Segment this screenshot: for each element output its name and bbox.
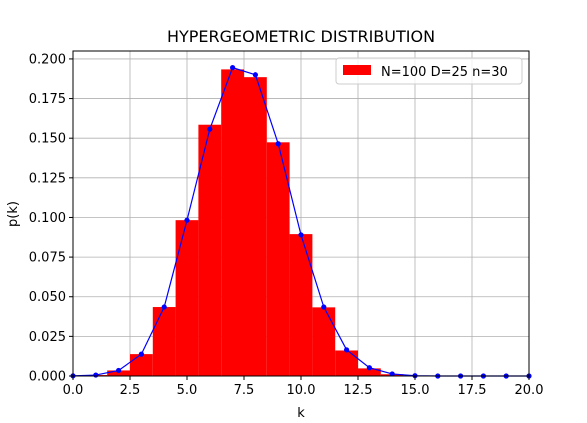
bar-k-10 (289, 234, 313, 376)
y-axis-label: p(k) (6, 201, 21, 227)
pmf-marker-k-10 (298, 232, 304, 238)
y-tick-label: 0.000 (29, 370, 66, 385)
legend-swatch (343, 65, 371, 75)
pmf-marker-k-8 (252, 72, 258, 78)
x-axis-ticks: 0.0 2.5 5.0 7.5 10.0 12.5 15.0 17.5 20.0 (63, 376, 544, 398)
pmf-marker-k-1 (93, 372, 99, 378)
y-tick-label: 0.050 (29, 290, 66, 305)
chart-title: HYPERGEOMETRIC DISTRIBUTION (167, 27, 435, 46)
pmf-marker-k-5 (184, 217, 190, 223)
x-tick-label: 2.5 (120, 383, 141, 398)
legend: N=100 D=25 n=30 (335, 57, 523, 85)
pmf-marker-k-3 (138, 351, 144, 357)
x-axis-label: k (297, 406, 305, 421)
bar-k-11 (312, 307, 336, 376)
pmf-marker-k-14 (389, 371, 395, 377)
x-tick-label: 17.5 (458, 383, 487, 398)
y-tick-label: 0.075 (29, 251, 66, 266)
y-tick-label: 0.125 (29, 171, 66, 186)
y-axis-ticks: 0.000 0.025 0.050 0.075 0.100 0.125 0.150 0.175… (29, 52, 73, 385)
bar-k-8 (244, 77, 267, 376)
bar-k-13 (358, 368, 381, 376)
y-tick-label: 0.200 (29, 52, 66, 67)
pmf-marker-k-11 (321, 304, 327, 310)
y-tick-label: 0.025 (29, 330, 66, 345)
bar-k-4 (152, 307, 176, 376)
x-tick-label: 12.5 (344, 383, 373, 398)
x-tick-label: 5.0 (177, 383, 198, 398)
pmf-marker-k-6 (207, 126, 213, 132)
pmf-marker-k-9 (275, 141, 281, 147)
bar-series (73, 69, 427, 376)
bar-k-7 (221, 69, 244, 376)
pmf-marker-k-4 (161, 304, 167, 310)
x-tick-label: 20.0 (515, 383, 544, 398)
y-tick-label: 0.175 (29, 92, 66, 107)
legend-box (335, 57, 523, 85)
pmf-marker-k-12 (344, 347, 350, 353)
x-tick-label: 15.0 (401, 383, 430, 398)
bar-k-12 (335, 350, 358, 376)
pmf-marker-k-7 (230, 65, 236, 71)
y-tick-label: 0.100 (29, 211, 66, 226)
bar-k-2 (107, 370, 130, 376)
x-tick-label: 0.0 (63, 383, 84, 398)
bar-k-9 (266, 142, 290, 376)
bar-k-3 (130, 354, 153, 376)
legend-entry-label: N=100 D=25 n=30 (381, 65, 508, 80)
x-tick-label: 10.0 (287, 383, 316, 398)
x-tick-label: 7.5 (234, 383, 255, 398)
pmf-marker-k-13 (366, 365, 372, 371)
bar-k-5 (175, 220, 199, 376)
bar-k-6 (198, 124, 222, 376)
pmf-marker-k-2 (116, 367, 122, 374)
y-tick-label: 0.150 (29, 132, 66, 147)
